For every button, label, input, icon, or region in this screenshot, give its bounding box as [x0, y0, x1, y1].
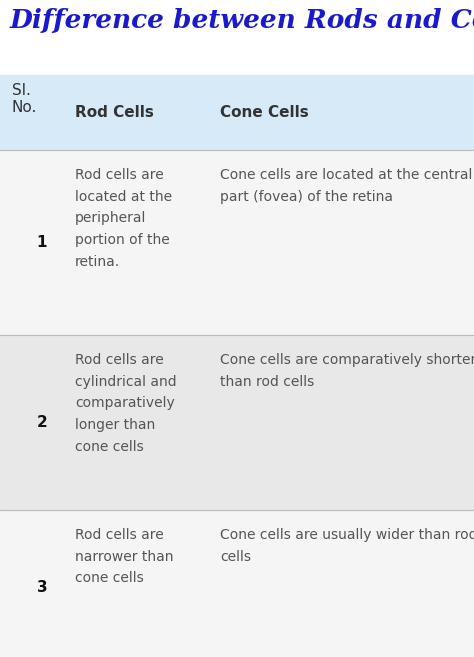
- Text: Cone cells are located at the central
part (fovea) of the retina: Cone cells are located at the central pa…: [220, 168, 473, 204]
- Bar: [0, 75, 474, 150]
- Text: Cone cells are usually wider than rod
cells: Cone cells are usually wider than rod ce…: [220, 528, 474, 564]
- Text: Difference between Rods and Cones: Difference between Rods and Cones: [10, 8, 474, 33]
- Text: 2: 2: [36, 415, 47, 430]
- Bar: [0, 150, 474, 335]
- Bar: [0, 510, 474, 657]
- Text: Rod cells are
located at the
peripheral
portion of the
retina.: Rod cells are located at the peripheral …: [75, 168, 172, 269]
- Bar: [0, 335, 474, 510]
- Text: 1: 1: [37, 235, 47, 250]
- Text: 3: 3: [36, 580, 47, 595]
- Text: Rod Cells: Rod Cells: [75, 105, 154, 120]
- Text: Rod cells are
cylindrical and
comparatively
longer than
cone cells: Rod cells are cylindrical and comparativ…: [75, 353, 177, 454]
- Text: Cone cells are comparatively shorter
than rod cells: Cone cells are comparatively shorter tha…: [220, 353, 474, 389]
- Text: Sl.
No.: Sl. No.: [12, 83, 37, 116]
- Text: Rod cells are
narrower than
cone cells: Rod cells are narrower than cone cells: [75, 528, 173, 585]
- Text: Cone Cells: Cone Cells: [220, 105, 309, 120]
